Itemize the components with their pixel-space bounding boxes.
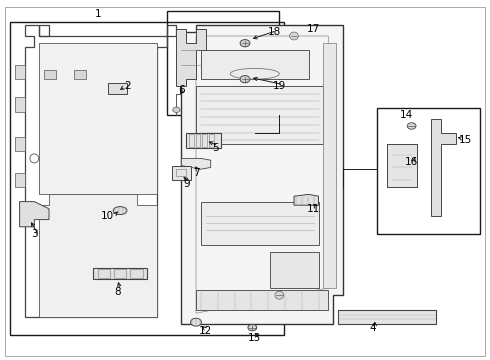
Bar [172,166,191,180]
Text: 19: 19 [272,81,286,91]
Polygon shape [270,252,318,288]
Polygon shape [93,268,147,279]
Text: 1: 1 [95,9,101,19]
Polygon shape [431,119,456,216]
Polygon shape [39,43,157,194]
Ellipse shape [113,207,127,215]
Text: 16: 16 [405,157,418,167]
Text: 11: 11 [307,204,320,214]
Text: 3: 3 [31,229,38,239]
Bar [202,134,207,147]
Polygon shape [15,65,24,79]
Polygon shape [294,194,318,205]
Ellipse shape [248,324,257,331]
Text: 13: 13 [248,333,262,343]
Ellipse shape [275,291,284,299]
Bar [103,144,137,184]
Bar [98,269,110,278]
Bar [186,133,220,148]
Bar [196,86,323,144]
Polygon shape [20,202,49,227]
Polygon shape [15,173,24,187]
Ellipse shape [191,318,201,326]
Bar [377,108,480,234]
Bar [387,144,416,187]
Ellipse shape [240,76,250,83]
Bar [44,70,56,79]
Bar [49,61,98,119]
Text: 9: 9 [183,179,190,189]
Bar [201,50,309,79]
Text: 7: 7 [193,168,199,178]
Ellipse shape [172,107,180,112]
Text: 18: 18 [268,27,281,37]
Polygon shape [181,25,343,324]
Bar [130,269,143,278]
Text: 2: 2 [124,81,131,91]
Polygon shape [15,97,24,112]
Ellipse shape [290,32,298,40]
Polygon shape [181,158,211,169]
Bar [49,144,83,184]
Bar [103,61,147,119]
Bar [114,269,126,278]
Bar [323,43,336,288]
Polygon shape [176,29,206,86]
Bar [167,11,279,115]
Ellipse shape [240,40,250,47]
Bar [189,134,194,147]
Bar [338,310,436,324]
Text: 15: 15 [459,135,472,145]
Text: 8: 8 [114,287,121,297]
Text: 6: 6 [178,85,185,95]
Bar [10,22,284,335]
Bar [201,202,318,245]
Bar [209,134,214,147]
Text: 12: 12 [199,326,213,336]
Text: 10: 10 [101,211,114,221]
Ellipse shape [407,123,416,129]
Text: 4: 4 [369,323,376,333]
Text: 14: 14 [400,110,414,120]
Bar [196,290,328,310]
Bar [176,169,186,176]
Polygon shape [15,137,24,151]
Polygon shape [108,83,127,94]
Text: 5: 5 [212,143,219,153]
Bar [74,70,86,79]
Polygon shape [39,194,157,317]
Bar [196,134,200,147]
Text: 17: 17 [307,24,320,34]
